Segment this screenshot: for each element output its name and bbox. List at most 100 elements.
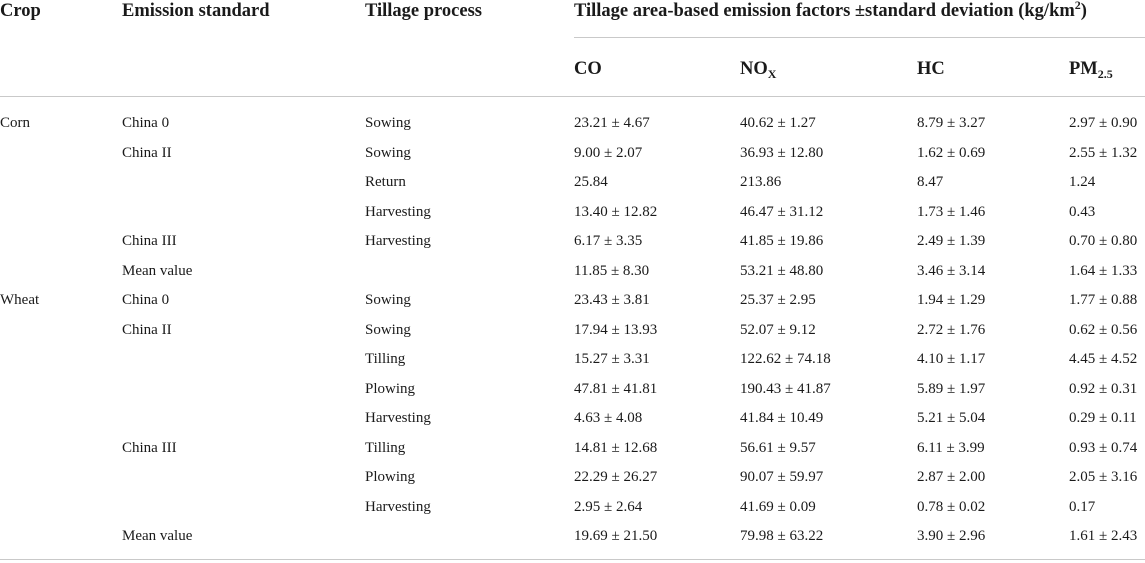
cell-nox: 41.69 ± 0.09 — [740, 499, 816, 515]
cell-nox: 41.84 ± 10.49 — [740, 410, 824, 426]
cell-pm25: 0.70 ± 0.80 — [1069, 233, 1138, 249]
cell-co: 19.69 ± 21.50 — [574, 528, 658, 544]
cell-emission-standard: China II — [122, 145, 172, 161]
cell-co: 2.95 ± 2.64 — [574, 499, 643, 515]
cell-hc: 3.90 ± 2.96 — [917, 528, 986, 544]
cell-nox: 53.21 ± 48.80 — [740, 263, 824, 279]
cell-co: 23.21 ± 4.67 — [574, 115, 650, 131]
header-hc: HC — [917, 58, 945, 80]
cell-tillage-process: Sowing — [365, 322, 411, 338]
header-pm-text: PM — [1069, 59, 1098, 79]
cell-nox: 52.07 ± 9.12 — [740, 322, 816, 338]
cell-hc: 8.47 — [917, 174, 944, 190]
cell-nox: 46.47 ± 31.12 — [740, 204, 824, 220]
header-pm-subscript: 2.5 — [1097, 67, 1113, 81]
cell-tillage-process: Harvesting — [365, 499, 431, 515]
cell-co: 47.81 ± 41.81 — [574, 381, 658, 397]
cell-co: 4.63 ± 4.08 — [574, 410, 643, 426]
cell-nox: 79.98 ± 63.22 — [740, 528, 824, 544]
cell-nox: 41.85 ± 19.86 — [740, 233, 824, 249]
cell-co: 11.85 ± 8.30 — [574, 263, 650, 279]
header-crop-text: Crop — [0, 1, 41, 21]
header-pm25: PM2.5 — [1069, 58, 1113, 80]
cell-pm25: 0.29 ± 0.11 — [1069, 410, 1137, 426]
cell-tillage-process: Return — [365, 174, 406, 190]
header-group-superscript: 2 — [1074, 0, 1081, 12]
cell-pm25: 1.64 ± 1.33 — [1069, 263, 1138, 279]
cell-emission-standard: China 0 — [122, 292, 170, 308]
cell-pm25: 0.62 ± 0.56 — [1069, 322, 1138, 338]
cell-emission-standard: Mean value — [122, 528, 193, 544]
header-tillage-process-text: Tillage process — [365, 1, 482, 21]
cell-hc: 2.49 ± 1.39 — [917, 233, 986, 249]
cell-tillage-process: Sowing — [365, 145, 411, 161]
cell-hc: 1.94 ± 1.29 — [917, 292, 986, 308]
header-group-emission-factors: Tillage area-based emission factors ±sta… — [574, 0, 1087, 22]
cell-co: 6.17 ± 3.35 — [574, 233, 643, 249]
cell-hc: 8.79 ± 3.27 — [917, 115, 986, 131]
cell-nox: 190.43 ± 41.87 — [740, 381, 831, 397]
cell-hc: 4.10 ± 1.17 — [917, 351, 986, 367]
cell-tillage-process: Harvesting — [365, 410, 431, 426]
cell-co: 14.81 ± 12.68 — [574, 440, 658, 456]
cell-emission-standard: China III — [122, 440, 177, 456]
cell-tillage-process: Tilling — [365, 440, 406, 456]
cell-pm25: 2.55 ± 1.32 — [1069, 145, 1138, 161]
cell-hc: 0.78 ± 0.02 — [917, 499, 986, 515]
cell-hc: 2.72 ± 1.76 — [917, 322, 986, 338]
cell-nox: 90.07 ± 59.97 — [740, 469, 824, 485]
header-tillage-process: Tillage process — [365, 0, 482, 22]
header-nox-subscript: X — [767, 67, 777, 81]
table-bottom-rule — [0, 559, 1145, 560]
header-emission-standard: Emission standard — [122, 0, 270, 22]
header-hc-text: HC — [917, 59, 945, 79]
cell-pm25: 2.97 ± 0.90 — [1069, 115, 1138, 131]
cell-hc: 2.87 ± 2.00 — [917, 469, 986, 485]
cell-nox: 122.62 ± 74.18 — [740, 351, 831, 367]
header-co-text: CO — [574, 59, 602, 79]
cell-nox: 56.61 ± 9.57 — [740, 440, 816, 456]
cell-crop: Corn — [0, 115, 30, 131]
header-nox: NOX — [740, 58, 776, 80]
cell-pm25: 2.05 ± 3.16 — [1069, 469, 1138, 485]
cell-hc: 3.46 ± 3.14 — [917, 263, 986, 279]
cell-pm25: 4.45 ± 4.52 — [1069, 351, 1138, 367]
cell-emission-standard: China 0 — [122, 115, 170, 131]
cell-hc: 5.21 ± 5.04 — [917, 410, 986, 426]
cell-co: 9.00 ± 2.07 — [574, 145, 643, 161]
cell-pm25: 1.61 ± 2.43 — [1069, 528, 1138, 544]
cell-tillage-process: Tilling — [365, 351, 406, 367]
cell-tillage-process: Plowing — [365, 381, 416, 397]
header-group-text: Tillage area-based emission factors ±sta… — [574, 1, 1075, 21]
cell-pm25: 0.93 ± 0.74 — [1069, 440, 1138, 456]
cell-nox: 40.62 ± 1.27 — [740, 115, 816, 131]
cell-emission-standard: Mean value — [122, 263, 193, 279]
cell-hc: 1.62 ± 0.69 — [917, 145, 986, 161]
cell-co: 17.94 ± 13.93 — [574, 322, 658, 338]
cell-pm25: 0.17 — [1069, 499, 1096, 515]
cell-tillage-process: Harvesting — [365, 233, 431, 249]
cell-tillage-process: Sowing — [365, 115, 411, 131]
cell-pm25: 0.43 — [1069, 204, 1096, 220]
cell-nox: 213.86 — [740, 174, 782, 190]
cell-nox: 25.37 ± 2.95 — [740, 292, 816, 308]
cell-pm25: 1.24 — [1069, 174, 1096, 190]
cell-co: 22.29 ± 26.27 — [574, 469, 658, 485]
cell-pm25: 0.92 ± 0.31 — [1069, 381, 1138, 397]
cell-crop: Wheat — [0, 292, 40, 308]
cell-tillage-process: Harvesting — [365, 204, 431, 220]
cell-co: 13.40 ± 12.82 — [574, 204, 658, 220]
cell-co: 25.84 — [574, 174, 608, 190]
header-nox-text: NO — [740, 59, 768, 79]
cell-emission-standard: China II — [122, 322, 172, 338]
cell-tillage-process: Plowing — [365, 469, 416, 485]
cell-emission-standard: China III — [122, 233, 177, 249]
cell-nox: 36.93 ± 12.80 — [740, 145, 824, 161]
cell-tillage-process: Sowing — [365, 292, 411, 308]
cell-hc: 6.11 ± 3.99 — [917, 440, 985, 456]
cell-co: 15.27 ± 3.31 — [574, 351, 650, 367]
cell-pm25: 1.77 ± 0.88 — [1069, 292, 1138, 308]
header-bottom-rule — [0, 96, 1145, 97]
header-co: CO — [574, 58, 602, 80]
